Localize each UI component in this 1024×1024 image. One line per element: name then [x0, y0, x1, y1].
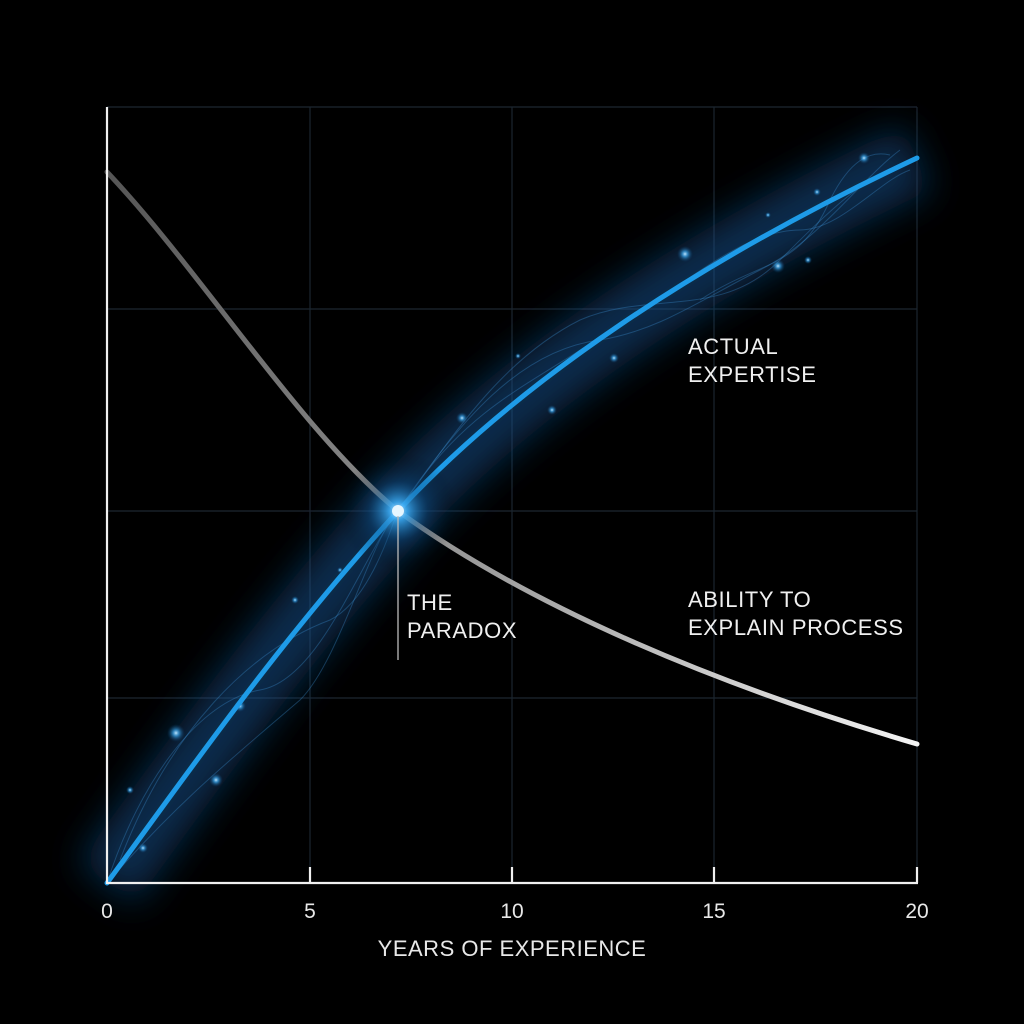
x-tick-labels: 0 5 10 15 20: [101, 900, 929, 923]
expertise-label-line2: EXPERTISE: [688, 362, 816, 387]
explain-label-line2: EXPLAIN PROCESS: [688, 615, 904, 640]
x-tick-20: 20: [905, 900, 928, 923]
filaments: [106, 149, 918, 884]
expertise-label-line1: ACTUAL: [688, 334, 778, 359]
x-tick-15: 15: [702, 900, 725, 923]
annotation-paradox: THE PARADOX: [407, 590, 517, 643]
annotation-expertise: ACTUAL EXPERTISE: [688, 334, 816, 387]
axes: [105, 107, 919, 885]
paradox-label-line1: THE: [407, 590, 453, 615]
explain-label-line1: ABILITY TO: [688, 587, 811, 612]
paradox-point: [338, 451, 458, 571]
annotation-explain: ABILITY TO EXPLAIN PROCESS: [688, 587, 904, 640]
x-tick-10: 10: [500, 900, 523, 923]
paradox-label-line2: PARADOX: [407, 618, 517, 643]
x-tick-0: 0: [101, 900, 113, 923]
x-tick-5: 5: [304, 900, 316, 923]
sparkle-dots: [126, 152, 870, 853]
x-axis-title: YEARS OF EXPERIENCE: [378, 936, 647, 961]
